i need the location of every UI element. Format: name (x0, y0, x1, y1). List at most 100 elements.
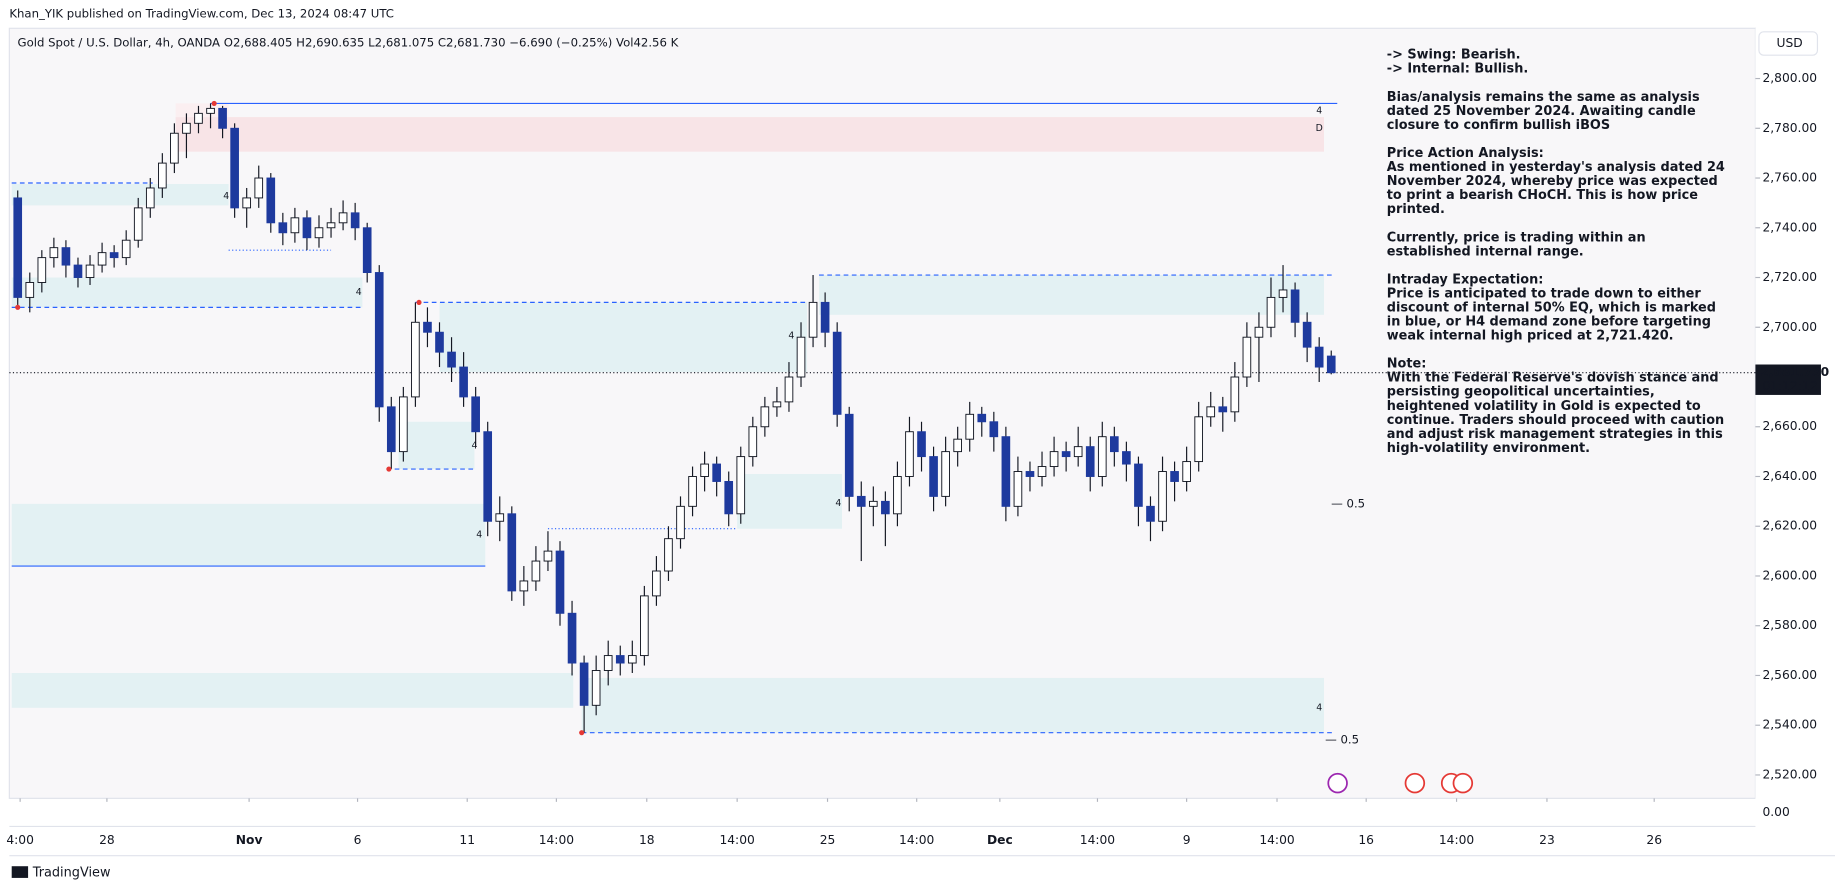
swing-point (211, 100, 217, 106)
note-line: heightened volatility in Gold is expecte… (1387, 399, 1701, 414)
candle-body (1218, 406, 1228, 413)
chart-label: 4 (223, 191, 229, 202)
zone (11, 503, 486, 567)
candle-body (1025, 471, 1035, 477)
x-tick-label: 16 (1358, 833, 1374, 847)
candle-body (459, 366, 468, 398)
candle-body (314, 227, 324, 239)
candle-body (1254, 326, 1264, 338)
chart-label: — 0.5 (1325, 733, 1359, 747)
price-tag-countdown: 01:12:12 (1762, 379, 1817, 393)
chart-label: 4 (356, 287, 362, 298)
chart-label: 4 (788, 330, 794, 341)
header-item: −6.690 (−0.25%) (509, 35, 612, 49)
y-tick-label: 2,660.00 (1762, 419, 1817, 433)
candle-body (447, 351, 456, 368)
event-icon[interactable] (1327, 772, 1348, 794)
candle-body (736, 456, 746, 515)
swing-point (15, 304, 21, 310)
candle-body (820, 301, 830, 333)
candle-body (543, 550, 553, 562)
zone (11, 672, 574, 708)
zone (175, 117, 1325, 152)
note-line: -> Internal: Bullish. (1387, 62, 1528, 77)
candle-body (302, 217, 312, 239)
candle-body (374, 272, 384, 408)
note-line: discount of internal 50% EQ, which is ma… (1387, 300, 1716, 315)
note-line: printed. (1387, 202, 1445, 217)
note-line: closure to confirm bullish iBOS (1387, 118, 1610, 133)
candle-body (676, 505, 685, 540)
y-tick-label: 2,800.00 (1762, 71, 1817, 85)
note-line: Bias/analysis remains the same as analys… (1387, 90, 1700, 105)
price-axis (1755, 28, 1826, 827)
note-line: continue. Traders should proceed with ca… (1387, 413, 1724, 428)
note-line: high-volatility environment. (1387, 441, 1590, 456)
candle-body (423, 321, 432, 333)
candle-body (1061, 451, 1071, 458)
chart-label: 4 (1316, 105, 1322, 116)
currency-button[interactable] (1758, 31, 1819, 56)
header-item: C2,681.730 (438, 35, 506, 49)
x-tick-label: 4:00 (6, 833, 34, 847)
candle-body (989, 421, 999, 438)
price-tag (1755, 364, 1821, 395)
candle-body (507, 513, 517, 592)
x-tick-label: 14:00 (1259, 833, 1294, 847)
candle-body (109, 252, 119, 259)
candle-body (652, 570, 661, 597)
candle-body (85, 264, 95, 278)
candle-body (206, 107, 215, 114)
candle-body (1242, 336, 1252, 378)
swing-point (579, 730, 585, 736)
y-tick-label: 2,700.00 (1762, 320, 1817, 334)
candle-body (953, 438, 962, 453)
volume-axis-label: 0.00 (1762, 805, 1789, 819)
x-tick-label: 11 (459, 833, 475, 847)
candle-body (664, 538, 673, 572)
candle-body (49, 247, 59, 259)
candle-body (386, 406, 396, 453)
note-line: persisting geopolitical uncertainties, (1387, 385, 1655, 400)
x-tick-label: 28 (99, 833, 115, 847)
publisher: Khan_YIK published on TradingView.com, D… (9, 7, 394, 21)
candle-body (266, 177, 276, 224)
candle-body (1194, 416, 1204, 463)
event-icon[interactable] (1404, 772, 1426, 794)
candle-body (1097, 436, 1107, 477)
candle-body (555, 550, 565, 614)
chart-label: — 0.5 (1331, 496, 1365, 510)
note-line: Price Action Analysis: (1387, 146, 1544, 161)
x-tick-label: 26 (1646, 833, 1662, 847)
chart-layer: 2,520.00 2,540.00 2,560.00 2,580.00 2,600.00… (6, 48, 1829, 847)
candle-body (25, 282, 35, 298)
note-line: in blue, or H4 demand zone before target… (1387, 315, 1711, 330)
candle-body (1266, 296, 1276, 328)
chart-label: 4 (835, 498, 841, 509)
event-icon[interactable] (1452, 772, 1474, 794)
chart-label: 4 (476, 529, 482, 540)
chart-label: 4 (1316, 702, 1322, 713)
candle-body (724, 480, 734, 515)
candle-body (579, 662, 589, 706)
note-line: As mentioned in yesterday's analysis dat… (1387, 160, 1725, 175)
candle-body (1182, 461, 1191, 482)
note-line: weak internal high priced at 2,721.420. (1387, 329, 1674, 344)
candle-body (97, 252, 107, 266)
candle-body (61, 247, 71, 266)
currency-label: USD (1776, 36, 1802, 50)
candle-body (471, 396, 480, 433)
candle-body (170, 132, 179, 164)
header-item: O2,688.405 (224, 35, 293, 49)
candle-body (242, 197, 252, 209)
candle-body (362, 227, 372, 274)
x-tick-label: Dec (987, 833, 1013, 847)
x-tick-label: 14:00 (719, 833, 754, 847)
y-tick-label: 2,760.00 (1762, 171, 1817, 185)
candle-body (435, 331, 444, 353)
header-item: L2,681.075 (368, 35, 434, 49)
x-tick-label: 14:00 (899, 833, 934, 847)
candle-body (13, 197, 23, 298)
